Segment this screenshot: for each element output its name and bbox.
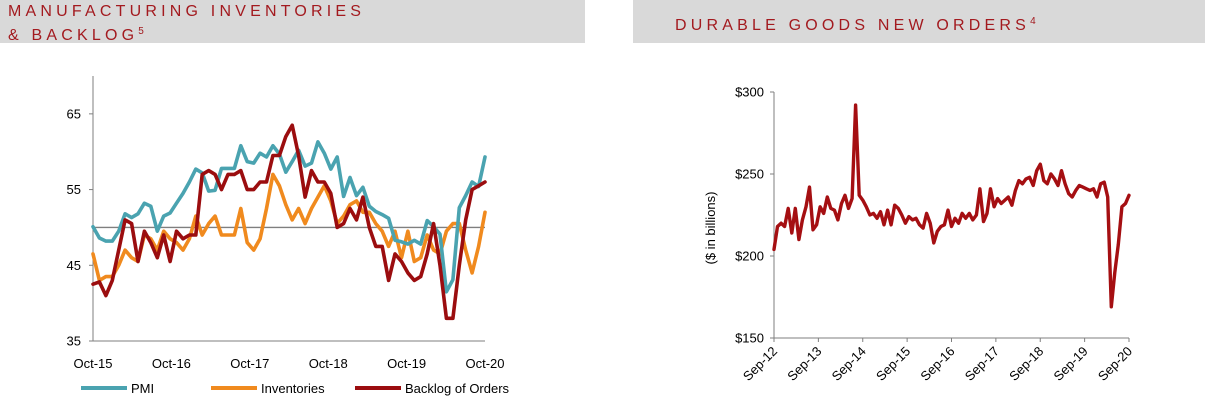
right-x-tick-label: Sep-18 bbox=[1006, 344, 1046, 384]
left-chart-header: MANUFACTURING INVENTORIES & BACKLOG5 bbox=[0, 0, 585, 46]
left-x-tick-label: Oct-16 bbox=[152, 356, 191, 371]
right-title-footnote: 4 bbox=[1030, 16, 1036, 27]
right-y-axis-label: ($ in billions) bbox=[703, 192, 718, 265]
right-chart-title: DURABLE GOODS NEW ORDERS4 bbox=[675, 12, 1036, 36]
right-chart-header: DURABLE GOODS NEW ORDERS4 bbox=[633, 0, 1205, 43]
legend-label-pmi: PMI bbox=[131, 381, 154, 396]
right-x-tick-label: Sep-13 bbox=[784, 344, 824, 384]
legend-label-inventories: Inventories bbox=[261, 381, 325, 396]
right-x-tick-label: Sep-15 bbox=[873, 344, 913, 384]
left-x-tick-label: Oct-18 bbox=[309, 356, 348, 371]
left-title-line2: & BACKLOG bbox=[8, 27, 139, 44]
right-y-tick-label: $200 bbox=[735, 249, 764, 264]
right-y-tick-label: $250 bbox=[735, 167, 764, 182]
left-x-tick-label: Oct-19 bbox=[387, 356, 426, 371]
right-series-line-durable-goods bbox=[772, 103, 1131, 309]
left-series-line-inventories bbox=[91, 172, 487, 283]
left-series-line-backlog-of-orders bbox=[91, 123, 487, 321]
right-x-tick-label: Sep-16 bbox=[917, 344, 957, 384]
left-y-tick-label: 55 bbox=[67, 182, 81, 197]
left-title-footnote: 5 bbox=[138, 26, 144, 37]
right-y-tick-label: $150 bbox=[735, 331, 764, 346]
right-x-tick-label: Sep-19 bbox=[1050, 344, 1090, 384]
left-y-tick-label: 45 bbox=[67, 258, 81, 273]
right-x-tick-label: Sep-17 bbox=[962, 344, 1002, 384]
right-x-tick-label: Sep-12 bbox=[740, 344, 780, 384]
left-x-tick-label: Oct-17 bbox=[230, 356, 269, 371]
right-x-tick-label: Sep-14 bbox=[829, 344, 869, 384]
right-x-tick-label: Sep-20 bbox=[1095, 344, 1135, 384]
right-y-tick-label: $300 bbox=[735, 85, 764, 100]
left-y-tick-label: 35 bbox=[67, 334, 81, 349]
right-title-text: DURABLE GOODS NEW ORDERS bbox=[675, 17, 1031, 34]
left-series-line-pmi bbox=[91, 140, 487, 294]
legend-label-backlog-of-orders: Backlog of Orders bbox=[405, 381, 510, 396]
left-chart-title: MANUFACTURING INVENTORIES & BACKLOG5 bbox=[8, 2, 365, 46]
left-y-tick-label: 65 bbox=[67, 106, 81, 121]
left-x-tick-label: Oct-20 bbox=[465, 356, 504, 371]
left-title-line1: MANUFACTURING INVENTORIES bbox=[8, 3, 366, 20]
left-x-tick-label: Oct-15 bbox=[73, 356, 112, 371]
